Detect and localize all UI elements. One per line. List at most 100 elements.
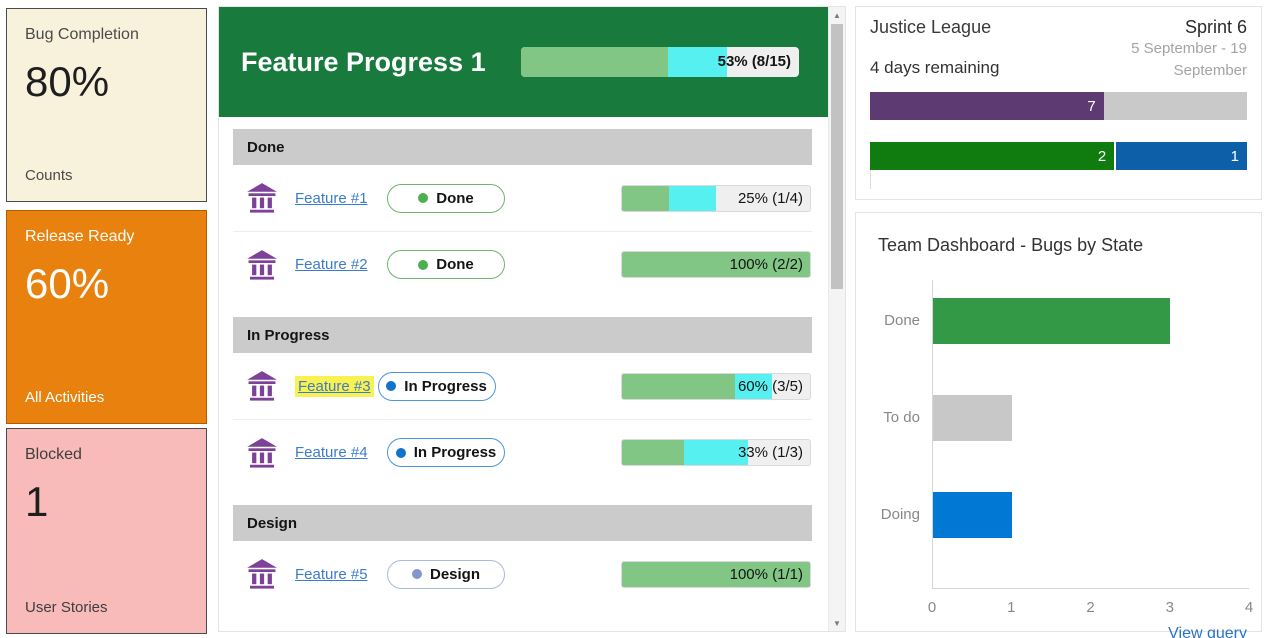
group-header-in-progress: In Progress	[233, 317, 812, 353]
feature-progress-widget: Feature Progress 1 53% (8/15) Done	[218, 6, 846, 632]
category-label: Done	[884, 312, 920, 329]
team-name: Justice League	[870, 17, 992, 37]
scrollbar-thumb[interactable]	[831, 24, 843, 289]
progress-done-segment	[521, 47, 669, 77]
feature-widget-header: Feature Progress 1 53% (8/15)	[219, 7, 828, 117]
category-label: Doing	[880, 506, 920, 523]
tile-title: Release Ready	[25, 228, 135, 245]
feature-progress-bar: 60% (3/5)	[621, 372, 811, 400]
progress-active-segment	[734, 373, 773, 399]
progress-active-segment	[668, 47, 727, 77]
progress-label: 25% (1/4)	[737, 189, 803, 207]
progress-label: 53% (8/15)	[717, 53, 791, 70]
sprint-date-range: 5 September - 19 September	[1131, 40, 1247, 79]
state-badge: Done	[387, 183, 505, 213]
work-count: 7	[1087, 97, 1096, 115]
state-segment-green: 2	[870, 141, 1117, 171]
group-header-design: Design	[233, 505, 812, 541]
feature-link[interactable]: Feature #1	[295, 189, 368, 207]
bar-doing	[933, 492, 1012, 538]
feature-list: Done Feature #1 Done	[219, 117, 828, 607]
bugs-by-state-widget: Team Dashboard - Bugs by State Done To d…	[855, 212, 1262, 638]
sprint-work-bar: 7	[870, 91, 1247, 120]
feature-row: Feature #2 Done 100% (2/2)	[233, 231, 812, 297]
feature-link-highlighted[interactable]: Feature #3	[295, 375, 374, 397]
state-dot-icon	[395, 447, 406, 458]
progress-done-segment	[622, 185, 669, 211]
progress-done-segment	[622, 440, 685, 465]
tile-subtitle: User Stories	[25, 599, 108, 616]
tile-blocked: Blocked 1 User Stories	[6, 428, 207, 634]
state-label: Done	[436, 256, 474, 273]
tile-subtitle: Counts	[25, 167, 73, 184]
state-dot-icon	[418, 193, 429, 203]
progress-done-segment	[622, 373, 735, 399]
scroll-down-icon[interactable]: ▼	[833, 618, 841, 628]
progress-label: 100% (2/2)	[729, 256, 803, 273]
state-dot-icon	[418, 259, 429, 270]
scroll-up-icon[interactable]: ▲	[833, 10, 841, 20]
work-track-segment	[1103, 91, 1247, 120]
sprint-name: Sprint 6	[1184, 17, 1247, 37]
progress-done-segment	[622, 561, 810, 587]
tile-title: Bug Completion	[25, 26, 139, 43]
category-label: To do	[883, 409, 920, 426]
bar-done	[933, 298, 1170, 344]
state-label: In Progress	[404, 377, 487, 395]
progress-done-segment	[622, 252, 810, 277]
progress-active-segment	[669, 185, 716, 211]
feature-link[interactable]: Feature #5	[295, 565, 368, 583]
sprint-state-bar: 2 1	[870, 141, 1247, 171]
state-badge: Done	[387, 250, 505, 279]
bar-to-do	[933, 395, 1012, 441]
widget-title: Feature Progress 1	[241, 46, 486, 77]
tile-release-ready: Release Ready 60% All Activities	[6, 210, 207, 424]
state-badge: Design	[387, 559, 505, 589]
state-label: In Progress	[413, 444, 497, 461]
view-query-link[interactable]: View query	[1168, 625, 1247, 638]
feature-type-icon	[245, 181, 279, 215]
tile-subtitle: All Activities	[25, 389, 105, 406]
x-tick: 2	[1086, 599, 1095, 616]
x-tick: 0	[927, 599, 937, 616]
work-filled-segment: 7	[870, 91, 1104, 120]
feature-progress-bar: 100% (1/1)	[621, 560, 811, 588]
progress-label: 60% (3/5)	[737, 377, 803, 395]
tile-bug-completion: Bug Completion 80% Counts	[6, 8, 207, 202]
feature-link[interactable]: Feature #4	[295, 444, 368, 461]
state-dot-icon	[411, 569, 422, 579]
state-segment-blue: 1	[1116, 141, 1247, 171]
progress-label: 100% (1/1)	[729, 565, 803, 583]
tile-value: 80%	[25, 58, 110, 105]
feature-link[interactable]: Feature #2	[295, 256, 368, 273]
axis-tick	[870, 170, 871, 189]
progress-label: 33% (1/3)	[737, 444, 803, 461]
x-tick: 4	[1244, 599, 1254, 616]
segment-count: 2	[1097, 147, 1107, 165]
state-badge: In Progress	[377, 371, 496, 401]
vertical-scrollbar[interactable]: ▲ ▼	[828, 7, 845, 631]
y-axis-labels: Done To do Doing	[868, 280, 932, 589]
segment-count: 1	[1230, 147, 1239, 165]
state-label: Design	[429, 565, 480, 583]
sprint-overview-widget: Justice League Sprint 6 4 days remaining…	[855, 6, 1262, 200]
feature-type-icon	[245, 248, 279, 282]
days-remaining: 4 days remaining	[870, 57, 1000, 77]
state-label: Done	[436, 189, 474, 207]
feature-type-icon	[245, 436, 279, 470]
group-header-done: Done	[233, 129, 812, 165]
feature-row: Feature #4 In Progress 33% (1/3)	[233, 419, 812, 485]
feature-row: Feature #1 Done 25% (1/4)	[233, 165, 812, 231]
feature-type-icon	[245, 369, 279, 403]
plot-area	[932, 280, 1249, 589]
progress-active-segment	[684, 440, 748, 465]
feature-row: Feature #3 In Progress 60% (3/5)	[233, 353, 812, 419]
state-dot-icon	[386, 381, 397, 391]
chart-title: Team Dashboard - Bugs by State	[878, 235, 1144, 255]
tile-title: Blocked	[25, 446, 82, 463]
feature-progress-bar: 25% (1/4)	[621, 184, 811, 212]
feature-progress-bar: 33% (1/3)	[621, 439, 811, 466]
x-tick: 3	[1165, 599, 1174, 616]
feature-progress-bar: 100% (2/2)	[621, 251, 811, 278]
